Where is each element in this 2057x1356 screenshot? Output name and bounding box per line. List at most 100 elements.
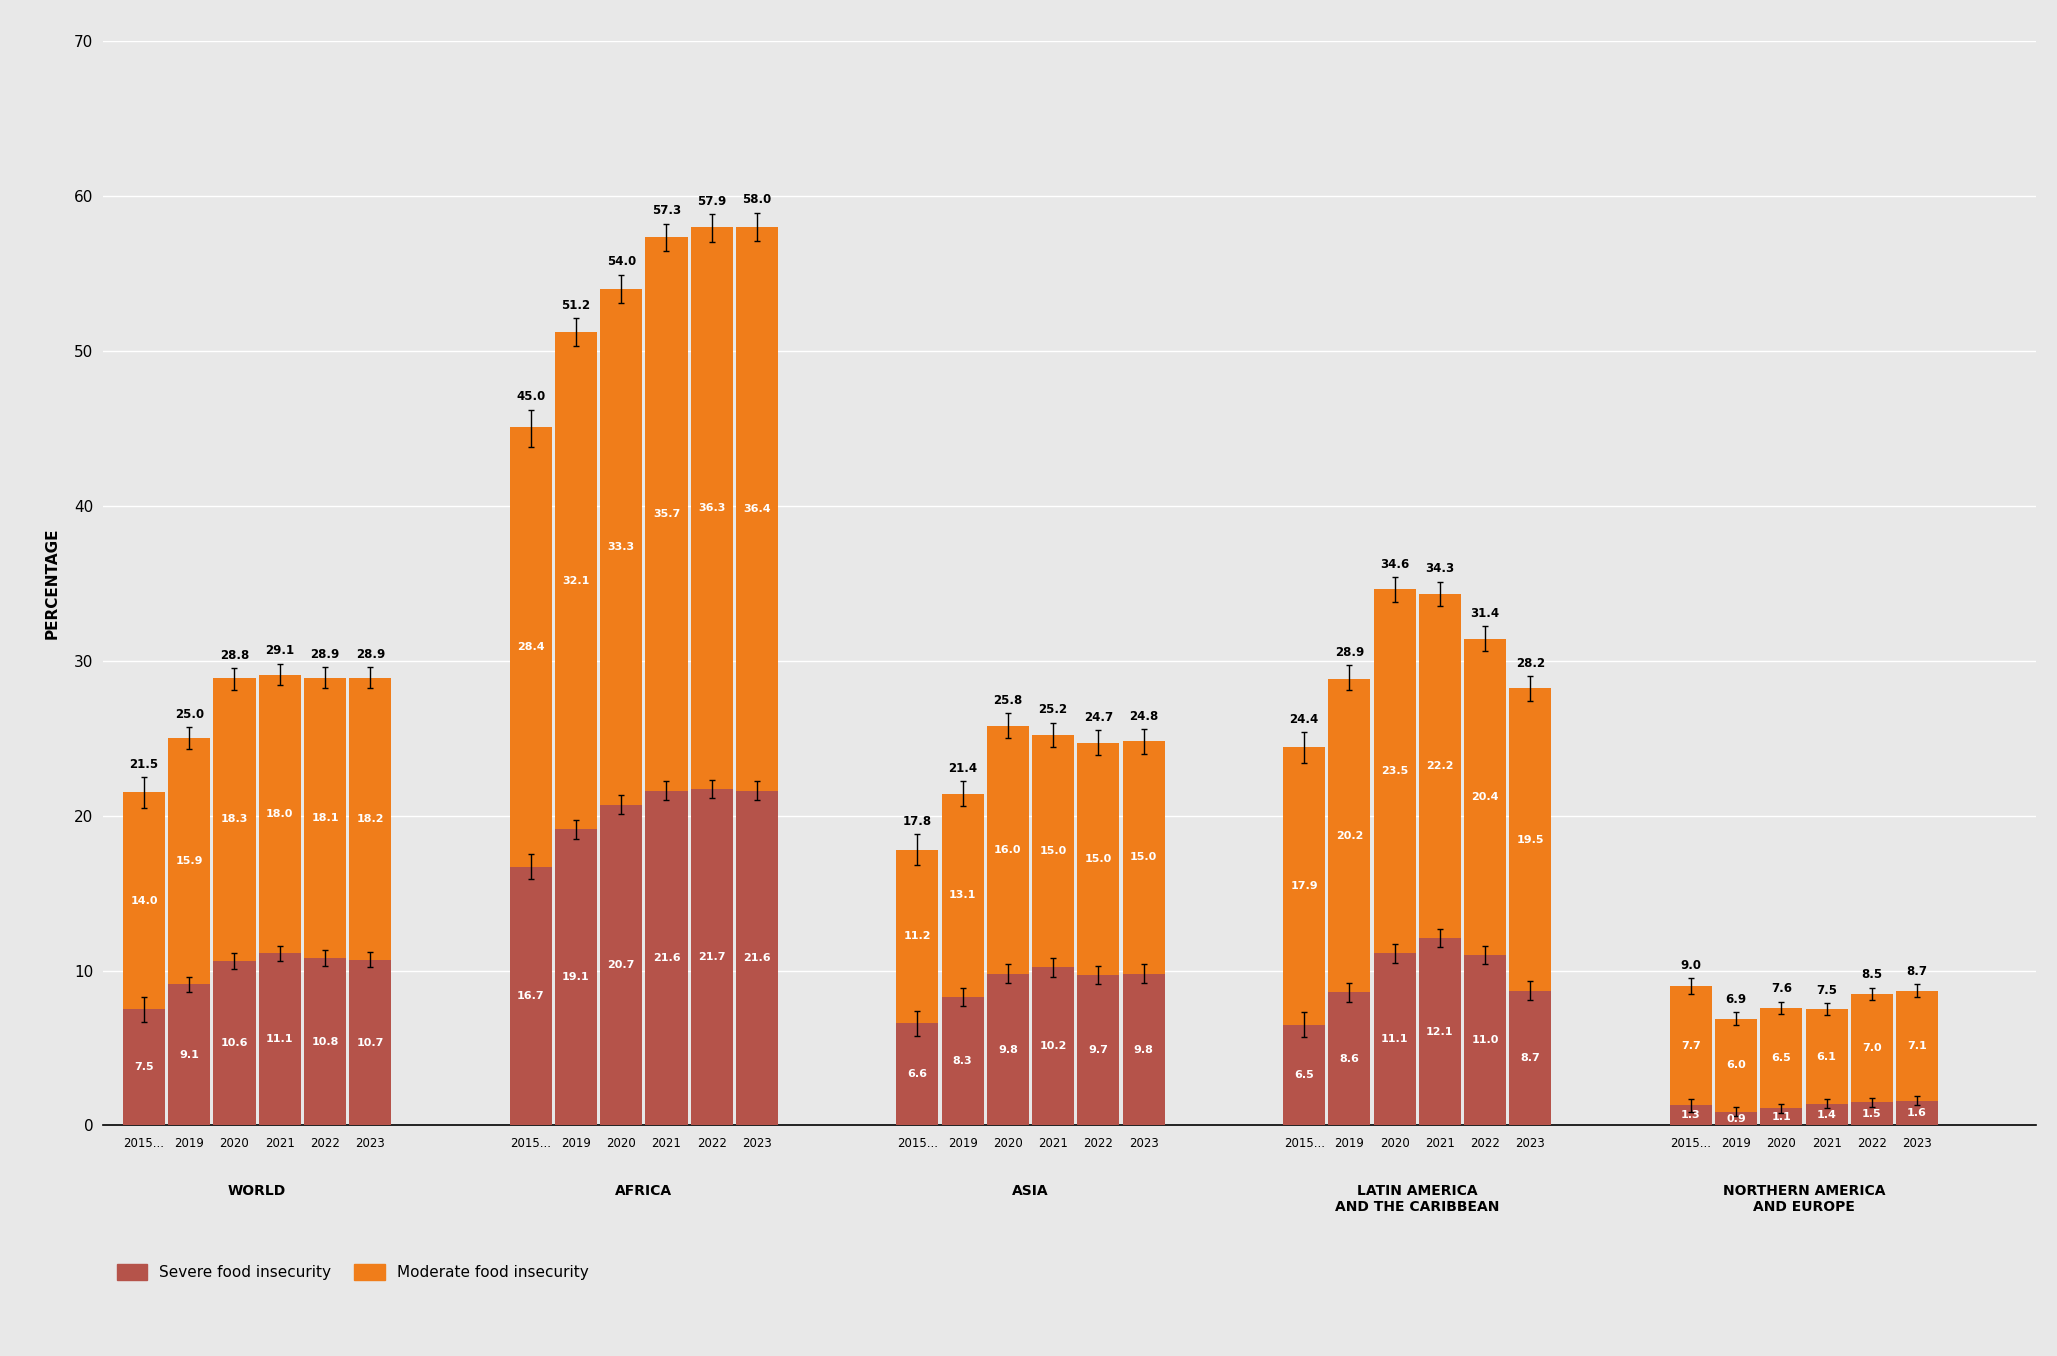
Text: 21.4: 21.4 <box>948 762 977 776</box>
Bar <box>1419 938 1460 1125</box>
Text: 14.0: 14.0 <box>130 896 158 906</box>
Text: 25.0: 25.0 <box>175 708 204 721</box>
Text: 7.6: 7.6 <box>1771 982 1792 995</box>
Text: 24.7: 24.7 <box>1084 711 1113 724</box>
Text: 6.0: 6.0 <box>1726 1060 1746 1070</box>
Bar <box>214 678 255 961</box>
Text: 8.6: 8.6 <box>1339 1054 1360 1064</box>
Text: 21.5: 21.5 <box>130 758 158 770</box>
Text: 24.8: 24.8 <box>1129 709 1158 723</box>
Text: 1.6: 1.6 <box>1907 1108 1927 1119</box>
Bar <box>555 830 597 1125</box>
Text: 10.2: 10.2 <box>1039 1041 1068 1051</box>
Text: 34.6: 34.6 <box>1380 557 1409 571</box>
Text: 36.3: 36.3 <box>697 503 726 513</box>
Text: 7.1: 7.1 <box>1907 1040 1927 1051</box>
Text: 6.6: 6.6 <box>907 1070 928 1079</box>
Text: 19.5: 19.5 <box>1516 834 1545 845</box>
Bar <box>259 674 300 953</box>
Bar <box>601 804 642 1125</box>
Text: 36.4: 36.4 <box>743 503 771 514</box>
Text: 9.8: 9.8 <box>998 1044 1018 1055</box>
Bar <box>169 738 210 984</box>
Bar <box>1078 975 1119 1125</box>
Bar <box>1761 1108 1802 1125</box>
Bar <box>942 793 983 997</box>
Text: 9.1: 9.1 <box>179 1050 200 1060</box>
Bar <box>510 427 551 866</box>
Text: 29.1: 29.1 <box>265 644 294 658</box>
Bar <box>214 961 255 1125</box>
Text: 18.2: 18.2 <box>356 814 385 823</box>
Text: 6.9: 6.9 <box>1726 993 1746 1006</box>
Bar <box>1510 689 1551 991</box>
Text: 28.9: 28.9 <box>356 648 385 660</box>
Text: 16.7: 16.7 <box>516 991 545 1001</box>
Bar <box>1078 743 1119 975</box>
Text: 23.5: 23.5 <box>1380 766 1409 777</box>
Text: 54.0: 54.0 <box>607 255 636 268</box>
Bar <box>1806 1009 1847 1104</box>
Text: 15.0: 15.0 <box>1039 846 1068 856</box>
Text: 6.5: 6.5 <box>1294 1070 1314 1081</box>
Text: 8.5: 8.5 <box>1862 968 1882 982</box>
Bar <box>1716 1112 1757 1125</box>
Text: 57.9: 57.9 <box>697 195 726 207</box>
Text: 1.3: 1.3 <box>1681 1111 1701 1120</box>
Text: 45.0: 45.0 <box>516 391 545 403</box>
Text: 0.9: 0.9 <box>1726 1113 1746 1124</box>
Bar <box>123 1009 165 1125</box>
Text: 25.8: 25.8 <box>994 694 1022 706</box>
Bar <box>304 678 346 959</box>
Bar <box>987 725 1028 974</box>
Text: 21.7: 21.7 <box>697 952 726 963</box>
Text: 7.0: 7.0 <box>1862 1043 1882 1054</box>
Text: 32.1: 32.1 <box>562 576 590 586</box>
Text: 11.1: 11.1 <box>265 1035 294 1044</box>
Text: 24.4: 24.4 <box>1290 713 1319 725</box>
Text: 15.0: 15.0 <box>1129 853 1158 862</box>
Text: 9.7: 9.7 <box>1088 1045 1109 1055</box>
Text: 20.2: 20.2 <box>1335 831 1364 841</box>
Text: 1.5: 1.5 <box>1862 1109 1882 1119</box>
Bar <box>601 289 642 804</box>
Text: 28.9: 28.9 <box>1335 645 1364 659</box>
Bar <box>1716 1018 1757 1112</box>
Bar <box>555 332 597 830</box>
Bar <box>691 789 732 1125</box>
Text: 16.0: 16.0 <box>994 845 1022 854</box>
Text: 7.5: 7.5 <box>134 1062 154 1073</box>
Text: 19.1: 19.1 <box>562 972 590 983</box>
Text: LATIN AMERICA
AND THE CARIBBEAN: LATIN AMERICA AND THE CARIBBEAN <box>1335 1184 1500 1214</box>
Text: 9.8: 9.8 <box>1133 1044 1154 1055</box>
Text: 21.6: 21.6 <box>652 953 681 963</box>
Bar <box>123 792 165 1009</box>
Bar <box>1761 1008 1802 1108</box>
Text: ASIA: ASIA <box>1012 1184 1049 1197</box>
Text: 17.8: 17.8 <box>903 815 932 829</box>
Text: 18.1: 18.1 <box>311 812 339 823</box>
Bar <box>1510 991 1551 1125</box>
Bar <box>1033 967 1074 1125</box>
Text: 31.4: 31.4 <box>1471 607 1500 620</box>
Text: 21.6: 21.6 <box>743 953 771 963</box>
Bar <box>897 850 938 1024</box>
Text: 20.7: 20.7 <box>607 960 636 970</box>
Text: 9.0: 9.0 <box>1681 959 1701 972</box>
Text: 28.8: 28.8 <box>220 650 249 662</box>
Text: 8.7: 8.7 <box>1907 965 1927 978</box>
Bar <box>1123 742 1164 974</box>
Text: 6.5: 6.5 <box>1771 1054 1792 1063</box>
Bar <box>1897 991 1938 1101</box>
Text: 22.2: 22.2 <box>1426 761 1454 772</box>
Bar <box>1851 994 1892 1102</box>
Bar <box>987 974 1028 1125</box>
Text: 11.2: 11.2 <box>903 932 932 941</box>
Bar <box>1374 953 1415 1125</box>
Bar <box>1033 735 1074 967</box>
Text: 7.7: 7.7 <box>1681 1040 1701 1051</box>
Bar <box>1465 639 1506 955</box>
Bar <box>259 953 300 1125</box>
Text: 10.8: 10.8 <box>311 1037 339 1047</box>
Text: 28.2: 28.2 <box>1516 656 1545 670</box>
